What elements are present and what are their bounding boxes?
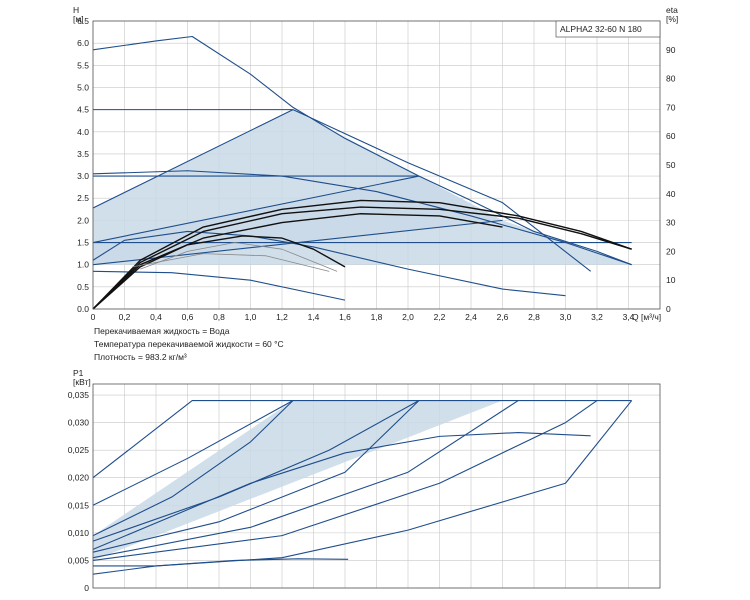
x-tick-label: 3,2	[591, 312, 603, 322]
y2-tick-label: 0	[666, 304, 671, 314]
series-line	[92, 431, 591, 550]
y-tick-label: 1.0	[77, 260, 89, 270]
series-line	[92, 400, 519, 559]
shaded-region	[93, 400, 503, 561]
y-tick-label: 0	[84, 583, 89, 593]
series-line	[92, 213, 503, 310]
x-tick-label: 2,8	[528, 312, 540, 322]
temperature-note: Температура перекачиваемой жидкости = 60…	[94, 339, 284, 349]
y2-tick-label: 50	[666, 160, 676, 170]
x-tick-label: 1,0	[245, 312, 257, 322]
series-line	[92, 175, 420, 244]
y2-tick-label: 90	[666, 45, 676, 55]
series-line	[93, 400, 633, 567]
y-axis-label: [м]	[73, 14, 84, 24]
x-tick-label: 2,4	[465, 312, 477, 322]
y-tick-label: 0,020	[68, 473, 90, 483]
x-tick-label: 1,4	[308, 312, 320, 322]
x-tick-label: 1,8	[371, 312, 383, 322]
x-tick-label: 1,6	[339, 312, 351, 322]
y-tick-label: 2.5	[77, 193, 89, 203]
series-line	[92, 206, 632, 310]
y2-tick-label: 70	[666, 102, 676, 112]
y-tick-label: 0,030	[68, 418, 90, 428]
y-tick-label: 0.0	[77, 304, 89, 314]
y2-axis-label: eta	[666, 5, 678, 15]
head-chart: 0.0 0.5 1.0 1.5 2.0 2.5 3.0 3.5 4.0 4.5 5.0 5.5 6.0 6…	[73, 5, 678, 322]
y2-tick-label: 10	[666, 275, 676, 285]
y-tick-label: 4.5	[77, 105, 89, 115]
series-line	[92, 400, 598, 561]
x-tick-label: 0,2	[119, 312, 131, 322]
series-line	[92, 400, 294, 537]
x-tick-label: 2,6	[497, 312, 509, 322]
series-line	[92, 558, 349, 575]
y-tick-label: 0,025	[68, 445, 90, 455]
density-note: Плотность = 983.2 кг/м³	[94, 352, 187, 362]
series-line	[92, 400, 420, 553]
fluid-note: Перекачиваемая жидкость = Вода	[94, 326, 230, 336]
x-tick-label: 3,0	[560, 312, 572, 322]
y-tick-label: 5.5	[77, 60, 89, 70]
y2-tick-label: 20	[666, 246, 676, 256]
series-line	[92, 109, 294, 209]
x-tick-label: 2,0	[402, 312, 414, 322]
series-line	[140, 242, 338, 272]
x-tick-label: 3,4	[623, 312, 635, 322]
title-box	[555, 20, 661, 38]
y-axis-label: H	[73, 5, 79, 15]
y-tick-label: 5.0	[77, 82, 89, 92]
plot-frame	[92, 383, 661, 589]
x-tick-label: 0,4	[150, 312, 162, 322]
series-line	[92, 400, 294, 506]
x-tick-label: 0,8	[213, 312, 225, 322]
y2-axis-label: [%]	[666, 14, 678, 24]
y2-tick-label: 80	[666, 74, 676, 84]
y-tick-label: 4.0	[77, 127, 89, 137]
y-tick-label: 3.0	[77, 171, 89, 181]
y-tick-label: 6.0	[77, 38, 89, 48]
y2-tick-label: 40	[666, 189, 676, 199]
y-tick-label: 1.5	[77, 238, 89, 248]
y-tick-label: 3.5	[77, 149, 89, 159]
plot-frame	[92, 20, 661, 310]
y-axis-label: [кВт]	[73, 377, 91, 387]
y2-tick-label: 60	[666, 131, 676, 141]
chart-title: ALPHA2 32-60 N 180	[560, 24, 642, 34]
y-tick-label: 2.0	[77, 215, 89, 225]
x-tick-label: 0,6	[182, 312, 194, 322]
series-line	[92, 235, 346, 310]
y-tick-label: 0,015	[68, 500, 90, 510]
x-axis-label: Q [м³/ч]	[632, 312, 661, 322]
series-line	[92, 399, 632, 479]
series-line	[92, 230, 566, 297]
x-tick-label: 0	[91, 312, 96, 322]
y-tick-label: 0.5	[77, 282, 89, 292]
y2-tick-label: 30	[666, 218, 676, 228]
y-axis-label: P1	[73, 368, 84, 378]
power-chart: 0 0,005 0,010 0,015 0,020 0,025 0,030 0,035 P1[к…	[68, 368, 661, 593]
y-tick-label: 0,005	[68, 555, 90, 565]
x-tick-label: 2,2	[434, 312, 446, 322]
y-tick-label: 0,035	[68, 390, 90, 400]
y-tick-label: 6.5	[77, 16, 89, 26]
x-tick-label: 1,2	[276, 312, 288, 322]
y-tick-label: 0,010	[68, 528, 90, 538]
series-line	[92, 400, 420, 542]
series-line	[92, 170, 632, 266]
series-line	[132, 253, 330, 272]
series-line	[92, 199, 632, 310]
